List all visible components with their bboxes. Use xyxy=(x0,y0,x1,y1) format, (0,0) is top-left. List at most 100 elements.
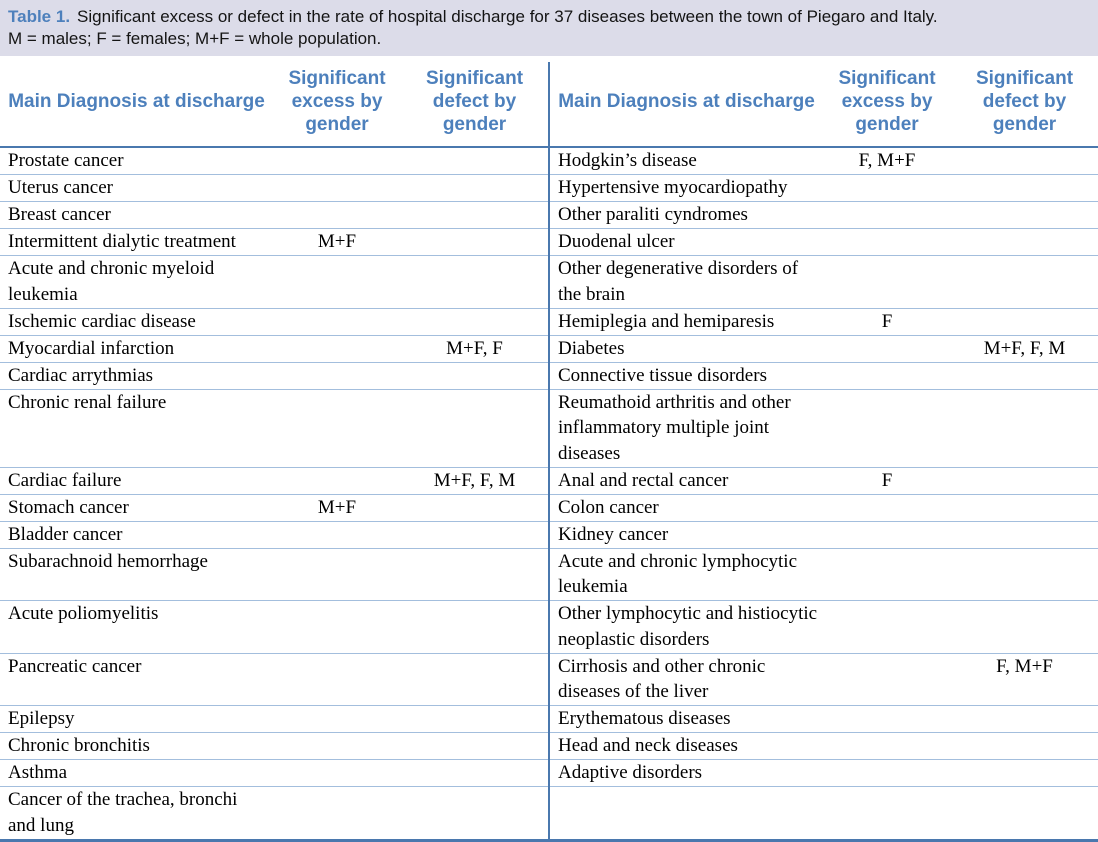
right-diagnosis-cell: Anal and rectal cancer xyxy=(548,467,823,494)
table-row: Subarachnoid hemorrhage Acute and chronic… xyxy=(0,548,1098,601)
left-defect-cell xyxy=(401,521,549,548)
right-excess-cell xyxy=(823,548,951,601)
right-diagnosis-cell: Acute and chronic lymphocytic leukemia xyxy=(548,548,823,601)
right-diagnosis-cell: Colon cancer xyxy=(548,494,823,521)
caption-text: Significant excess or defect in the rate… xyxy=(77,7,938,26)
right-defect-cell xyxy=(951,202,1098,229)
right-defect-cell xyxy=(951,521,1098,548)
left-diagnosis-cell: Stomach cancer xyxy=(8,496,129,518)
right-defect-cell xyxy=(951,760,1098,787)
right-defect-cell xyxy=(951,548,1098,601)
left-diagnosis-cell: Cardiac arrythmias xyxy=(8,364,154,386)
right-excess-cell: F xyxy=(881,469,893,491)
right-diagnosis-cell: Hodgkin’s disease xyxy=(548,147,823,175)
table-row: Myocardial infarction M+F, F Diabetes M+F, … xyxy=(0,335,1098,362)
right-excess-cell xyxy=(823,521,951,548)
column-header-defect-left: Significant defect by gender xyxy=(425,68,524,135)
left-excess-cell xyxy=(273,335,401,362)
table-caption: Table 1. Significant excess or defect in … xyxy=(0,0,1098,56)
left-defect-cell xyxy=(401,308,549,335)
left-diagnosis-cell: Chronic renal failure xyxy=(8,391,167,413)
right-defect-cell xyxy=(951,362,1098,389)
right-diagnosis-cell: Reumathoid arthritis and other inflammat… xyxy=(548,389,823,467)
left-defect-cell xyxy=(401,229,549,256)
caption-label: Table 1. xyxy=(8,7,71,26)
left-defect-cell xyxy=(401,202,549,229)
right-diagnosis-cell: Adaptive disorders xyxy=(548,759,823,787)
left-diagnosis-cell: Acute poliomyelitis xyxy=(8,603,159,624)
table-row: Acute poliomyelitis Other lymphocytic and… xyxy=(0,600,1098,654)
left-excess-cell xyxy=(273,202,401,229)
left-diagnosis-cell: Myocardial infarction xyxy=(8,337,175,359)
table-row: Chronic renal failure Reumathoid arthriti… xyxy=(0,389,1098,467)
left-diagnosis-cell: Prostate cancer xyxy=(8,150,124,171)
left-excess-cell xyxy=(273,521,401,548)
left-diagnosis-cell: Acute and chronic myeloid leukemia xyxy=(8,258,215,305)
right-excess-cell xyxy=(823,335,951,362)
left-excess-cell xyxy=(273,308,401,335)
table-row: Pancreatic cancer Cirrhosis and other chr… xyxy=(0,653,1098,706)
table-row: Intermittent dialytic treatment M+F Duoden… xyxy=(0,228,1098,256)
left-diagnosis-cell: Subarachnoid hemorrhage xyxy=(8,550,208,572)
right-diagnosis-cell: Head and neck diseases xyxy=(548,732,823,760)
left-excess-cell xyxy=(273,147,401,175)
left-excess-cell xyxy=(273,389,401,467)
left-excess-cell xyxy=(273,362,401,389)
column-header-excess-right: Significant excess by gender xyxy=(838,68,936,135)
right-diagnosis-cell: Duodenal ulcer xyxy=(548,228,823,256)
left-diagnosis-cell: Intermittent dialytic treatment xyxy=(8,231,236,252)
right-diagnosis-cell: Hypertensive myocardiopathy xyxy=(548,174,823,202)
left-defect-cell xyxy=(401,256,549,309)
left-excess-cell xyxy=(273,653,401,706)
left-excess-cell xyxy=(273,256,401,309)
table-row: Asthma Adaptive disorders xyxy=(0,759,1098,787)
right-defect-cell xyxy=(951,389,1098,467)
left-excess-cell xyxy=(273,787,401,841)
header-row: Main Diagnosis at discharge Significant … xyxy=(0,62,1098,147)
table-row: Ischemic cardiac disease Hemiplegia and h… xyxy=(0,308,1098,335)
table-row: Breast cancer Other paraliti cyndromes xyxy=(0,201,1098,229)
left-defect-cell xyxy=(401,389,549,467)
right-excess-cell xyxy=(823,601,951,654)
right-diagnosis-cell: Other lymphocytic and histiocytic neopla… xyxy=(548,600,823,653)
left-diagnosis-cell: Chronic bronchitis xyxy=(8,735,150,756)
table-row: Prostate cancer Hodgkin’s disease F, M+F xyxy=(0,147,1098,175)
table-row: Bladder cancer Kidney cancer xyxy=(0,521,1098,548)
right-defect-cell: M+F, F, M xyxy=(983,337,1066,359)
right-defect-cell xyxy=(951,175,1098,202)
left-diagnosis-cell: Uterus cancer xyxy=(8,177,113,198)
left-excess-cell xyxy=(273,548,401,601)
right-excess-cell xyxy=(823,787,951,841)
left-defect-cell xyxy=(401,653,549,706)
right-excess-cell xyxy=(823,202,951,229)
right-excess-cell xyxy=(823,494,951,521)
column-header-excess-left: Significant excess by gender xyxy=(288,68,386,135)
left-defect-cell xyxy=(401,787,549,841)
left-defect-cell xyxy=(401,706,549,733)
right-diagnosis-cell xyxy=(548,786,823,840)
column-header-diagnosis-left: Main Diagnosis at discharge xyxy=(8,91,265,112)
right-defect-cell xyxy=(951,467,1098,494)
right-excess-cell xyxy=(823,760,951,787)
right-diagnosis-cell: Erythematous diseases xyxy=(548,705,823,733)
right-defect-cell xyxy=(951,494,1098,521)
left-diagnosis-cell: Epilepsy xyxy=(8,708,75,729)
right-defect-cell xyxy=(951,787,1098,841)
left-excess-cell: M+F xyxy=(317,231,357,252)
left-excess-cell: M+F xyxy=(317,496,357,518)
table-body: Prostate cancer Hodgkin’s disease F, M+F Ut… xyxy=(0,147,1098,840)
right-defect-cell xyxy=(951,601,1098,654)
left-defect-cell: M+F, F xyxy=(446,337,503,359)
left-defect-cell xyxy=(401,175,549,202)
left-diagnosis-cell: Ischemic cardiac disease xyxy=(8,310,196,332)
table-row: Cardiac failure M+F, F, M Anal and rectal … xyxy=(0,467,1098,494)
right-excess-cell xyxy=(823,175,951,202)
left-diagnosis-cell: Cardiac failure xyxy=(8,469,122,491)
left-excess-cell xyxy=(273,601,401,654)
table-row: Chronic bronchitis Head and neck diseases xyxy=(0,732,1098,760)
right-excess-cell xyxy=(823,389,951,467)
right-excess-cell xyxy=(823,362,951,389)
table-row: Stomach cancer M+F Colon cancer xyxy=(0,494,1098,521)
table-row: Acute and chronic myeloid leukemia Other … xyxy=(0,255,1098,309)
left-defect-cell xyxy=(401,548,549,601)
